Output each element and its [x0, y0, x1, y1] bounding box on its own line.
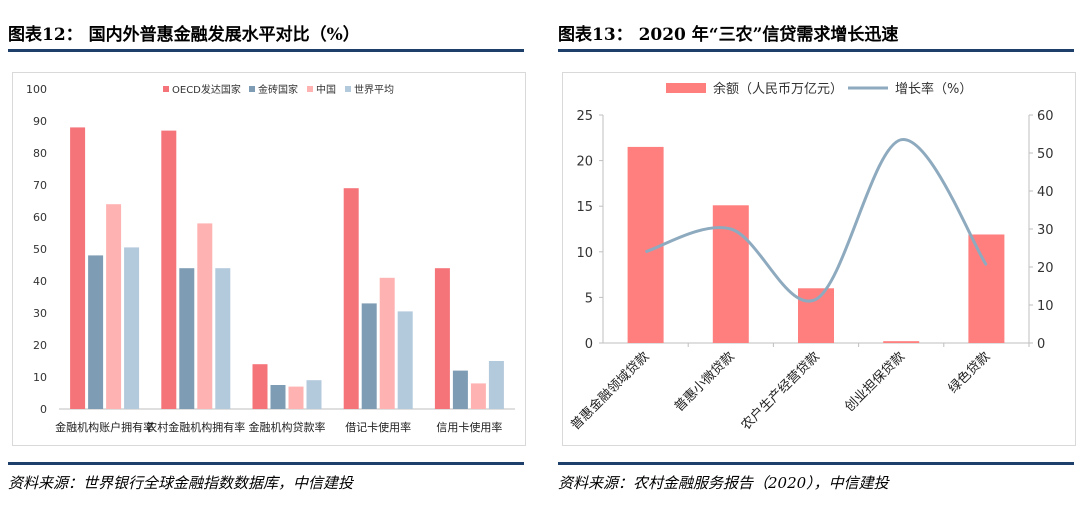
x-category-label: 信用卡使用率 — [436, 420, 502, 434]
legend-swatch-balance — [666, 83, 706, 93]
legend-swatch — [307, 86, 313, 92]
bar-2-cat-1 — [88, 255, 104, 409]
right-y-tick-label: 0 — [1037, 337, 1045, 352]
legend-label: 世界平均 — [354, 84, 394, 96]
growth-rate-point-4 — [900, 139, 902, 141]
left-y-tick-label: 15 — [576, 200, 593, 215]
legend-label-growth: 增长率（%） — [895, 81, 972, 97]
right-y-tick-label: 10 — [1037, 299, 1054, 314]
balance-bar-2 — [712, 205, 749, 343]
growth-rate-point-5 — [985, 264, 987, 266]
bar-1-cat-1 — [70, 127, 86, 410]
bar-2-cat-5 — [452, 370, 468, 409]
growth-rate-point-3 — [815, 298, 817, 300]
balance-bar-5 — [968, 234, 1005, 343]
left-y-tick-label: 0 — [585, 337, 593, 352]
y-tick-label: 50 — [33, 243, 47, 256]
left-y-tick-label: 10 — [576, 246, 593, 261]
left-chart-frame: 0 10 20 30 40 50 60 70 80 90 100 金融机构账户拥有率 农村金融机构拥有率… — [12, 72, 526, 446]
bar-4-cat-4 — [397, 311, 413, 409]
x-category-label: 借记卡使用率 — [345, 420, 411, 434]
right-combo-chart: 0 5 10 15 20 25 0 10 20 30 40 50 60 普惠金融领域贷款 普惠小微贷款 农户生… — [568, 81, 1054, 434]
bar-3-cat-5 — [470, 383, 486, 409]
left-title-rule — [8, 49, 524, 52]
y-tick-label: 0 — [40, 403, 47, 416]
growth-rate-point-2 — [730, 228, 732, 230]
y-tick-label: 30 — [33, 307, 47, 320]
y-tick-label: 20 — [33, 339, 47, 352]
y-tick-label: 70 — [33, 179, 47, 192]
right-chart-frame: 0 5 10 15 20 25 0 10 20 30 40 50 60 普惠金融领域贷款 普惠小微贷款 农户生… — [562, 72, 1076, 446]
y-tick-label: 40 — [33, 275, 47, 288]
bar-1-cat-4 — [343, 188, 359, 409]
bar-4-cat-3 — [306, 380, 322, 409]
x-category-label: 农户生产经营贷款 — [738, 349, 823, 434]
left-source-rule — [8, 462, 524, 465]
balance-bar-3 — [798, 288, 834, 343]
bar-1-cat-5 — [434, 268, 450, 409]
x-category-label: 金融机构贷款率 — [249, 420, 326, 434]
x-category-label: 农村金融机构拥有率 — [146, 420, 245, 434]
left-source-note: 资料来源：世界银行全球金融指数数据库，中信建投 — [8, 474, 354, 492]
legend-swatch — [249, 86, 255, 92]
left-figure-panel: 图表12： 国内外普惠金融发展水平对比（%） 0 10 20 30 40 50 60 70 80… — [0, 0, 530, 508]
y-tick-label: 60 — [33, 211, 47, 224]
y-tick-label: 100 — [26, 83, 47, 96]
bar-2-cat-4 — [361, 303, 377, 409]
y-tick-label: 90 — [33, 115, 47, 128]
bar-2-cat-2 — [179, 268, 195, 409]
legend-label: 中国 — [316, 83, 336, 96]
right-y-tick-label: 30 — [1037, 223, 1054, 238]
legend-label: 金砖国家 — [258, 83, 298, 96]
x-category-label: 金融机构账户拥有率 — [55, 420, 154, 434]
x-category-label: 普惠金融领域贷款 — [568, 349, 653, 434]
legend-swatch — [345, 86, 351, 92]
right-source-rule — [558, 462, 1074, 465]
balance-bar-4 — [883, 341, 920, 343]
bar-4-cat-1 — [124, 247, 140, 409]
legend-label: OECD发达国家 — [172, 83, 241, 96]
y-tick-label: 80 — [33, 147, 47, 160]
left-figure-title: 图表12： 国内外普惠金融发展水平对比（%） — [8, 25, 360, 45]
right-figure-panel: 图表13： 2020 年“三农”信贷需求增长迅速 0 5 10 15 20 25 0 10 20… — [550, 0, 1080, 508]
right-figure-title: 图表13： 2020 年“三农”信贷需求增长迅速 — [558, 25, 899, 45]
x-category-label: 创业担保贷款 — [842, 349, 908, 415]
left-y-tick-label: 25 — [576, 109, 593, 124]
left-y-tick-label: 5 — [585, 291, 593, 306]
y-tick-label: 10 — [33, 371, 47, 384]
bar-3-cat-3 — [288, 386, 304, 409]
bar-3-cat-2 — [197, 223, 213, 409]
right-source-note: 资料来源：农村金融服务报告（2020），中信建投 — [558, 474, 889, 492]
bar-3-cat-4 — [379, 277, 395, 409]
legend-swatch — [163, 86, 169, 92]
bar-4-cat-2 — [215, 268, 231, 409]
bar-3-cat-1 — [106, 204, 122, 409]
right-y-tick-label: 20 — [1037, 261, 1054, 276]
left-y-tick-label: 20 — [576, 155, 593, 170]
legend-label-balance: 余额（人民币万亿元） — [713, 81, 843, 97]
right-title-rule — [558, 49, 1074, 52]
growth-rate-line — [645, 138, 988, 303]
left-bar-chart: 0 10 20 30 40 50 60 70 80 90 100 金融机构账户拥有率农村金融机构拥有率… — [26, 83, 515, 434]
bar-1-cat-2 — [161, 130, 177, 409]
x-category-label: 绿色贷款 — [945, 349, 993, 397]
x-category-label: 普惠小微贷款 — [672, 349, 738, 415]
bar-4-cat-5 — [488, 361, 504, 409]
balance-bar-1 — [627, 146, 664, 343]
right-y-tick-label: 50 — [1037, 147, 1054, 162]
growth-rate-point-1 — [645, 251, 647, 253]
right-y-tick-label: 60 — [1037, 109, 1054, 124]
bar-1-cat-3 — [252, 364, 268, 409]
right-y-tick-label: 40 — [1037, 185, 1054, 200]
bar-2-cat-3 — [270, 385, 286, 409]
